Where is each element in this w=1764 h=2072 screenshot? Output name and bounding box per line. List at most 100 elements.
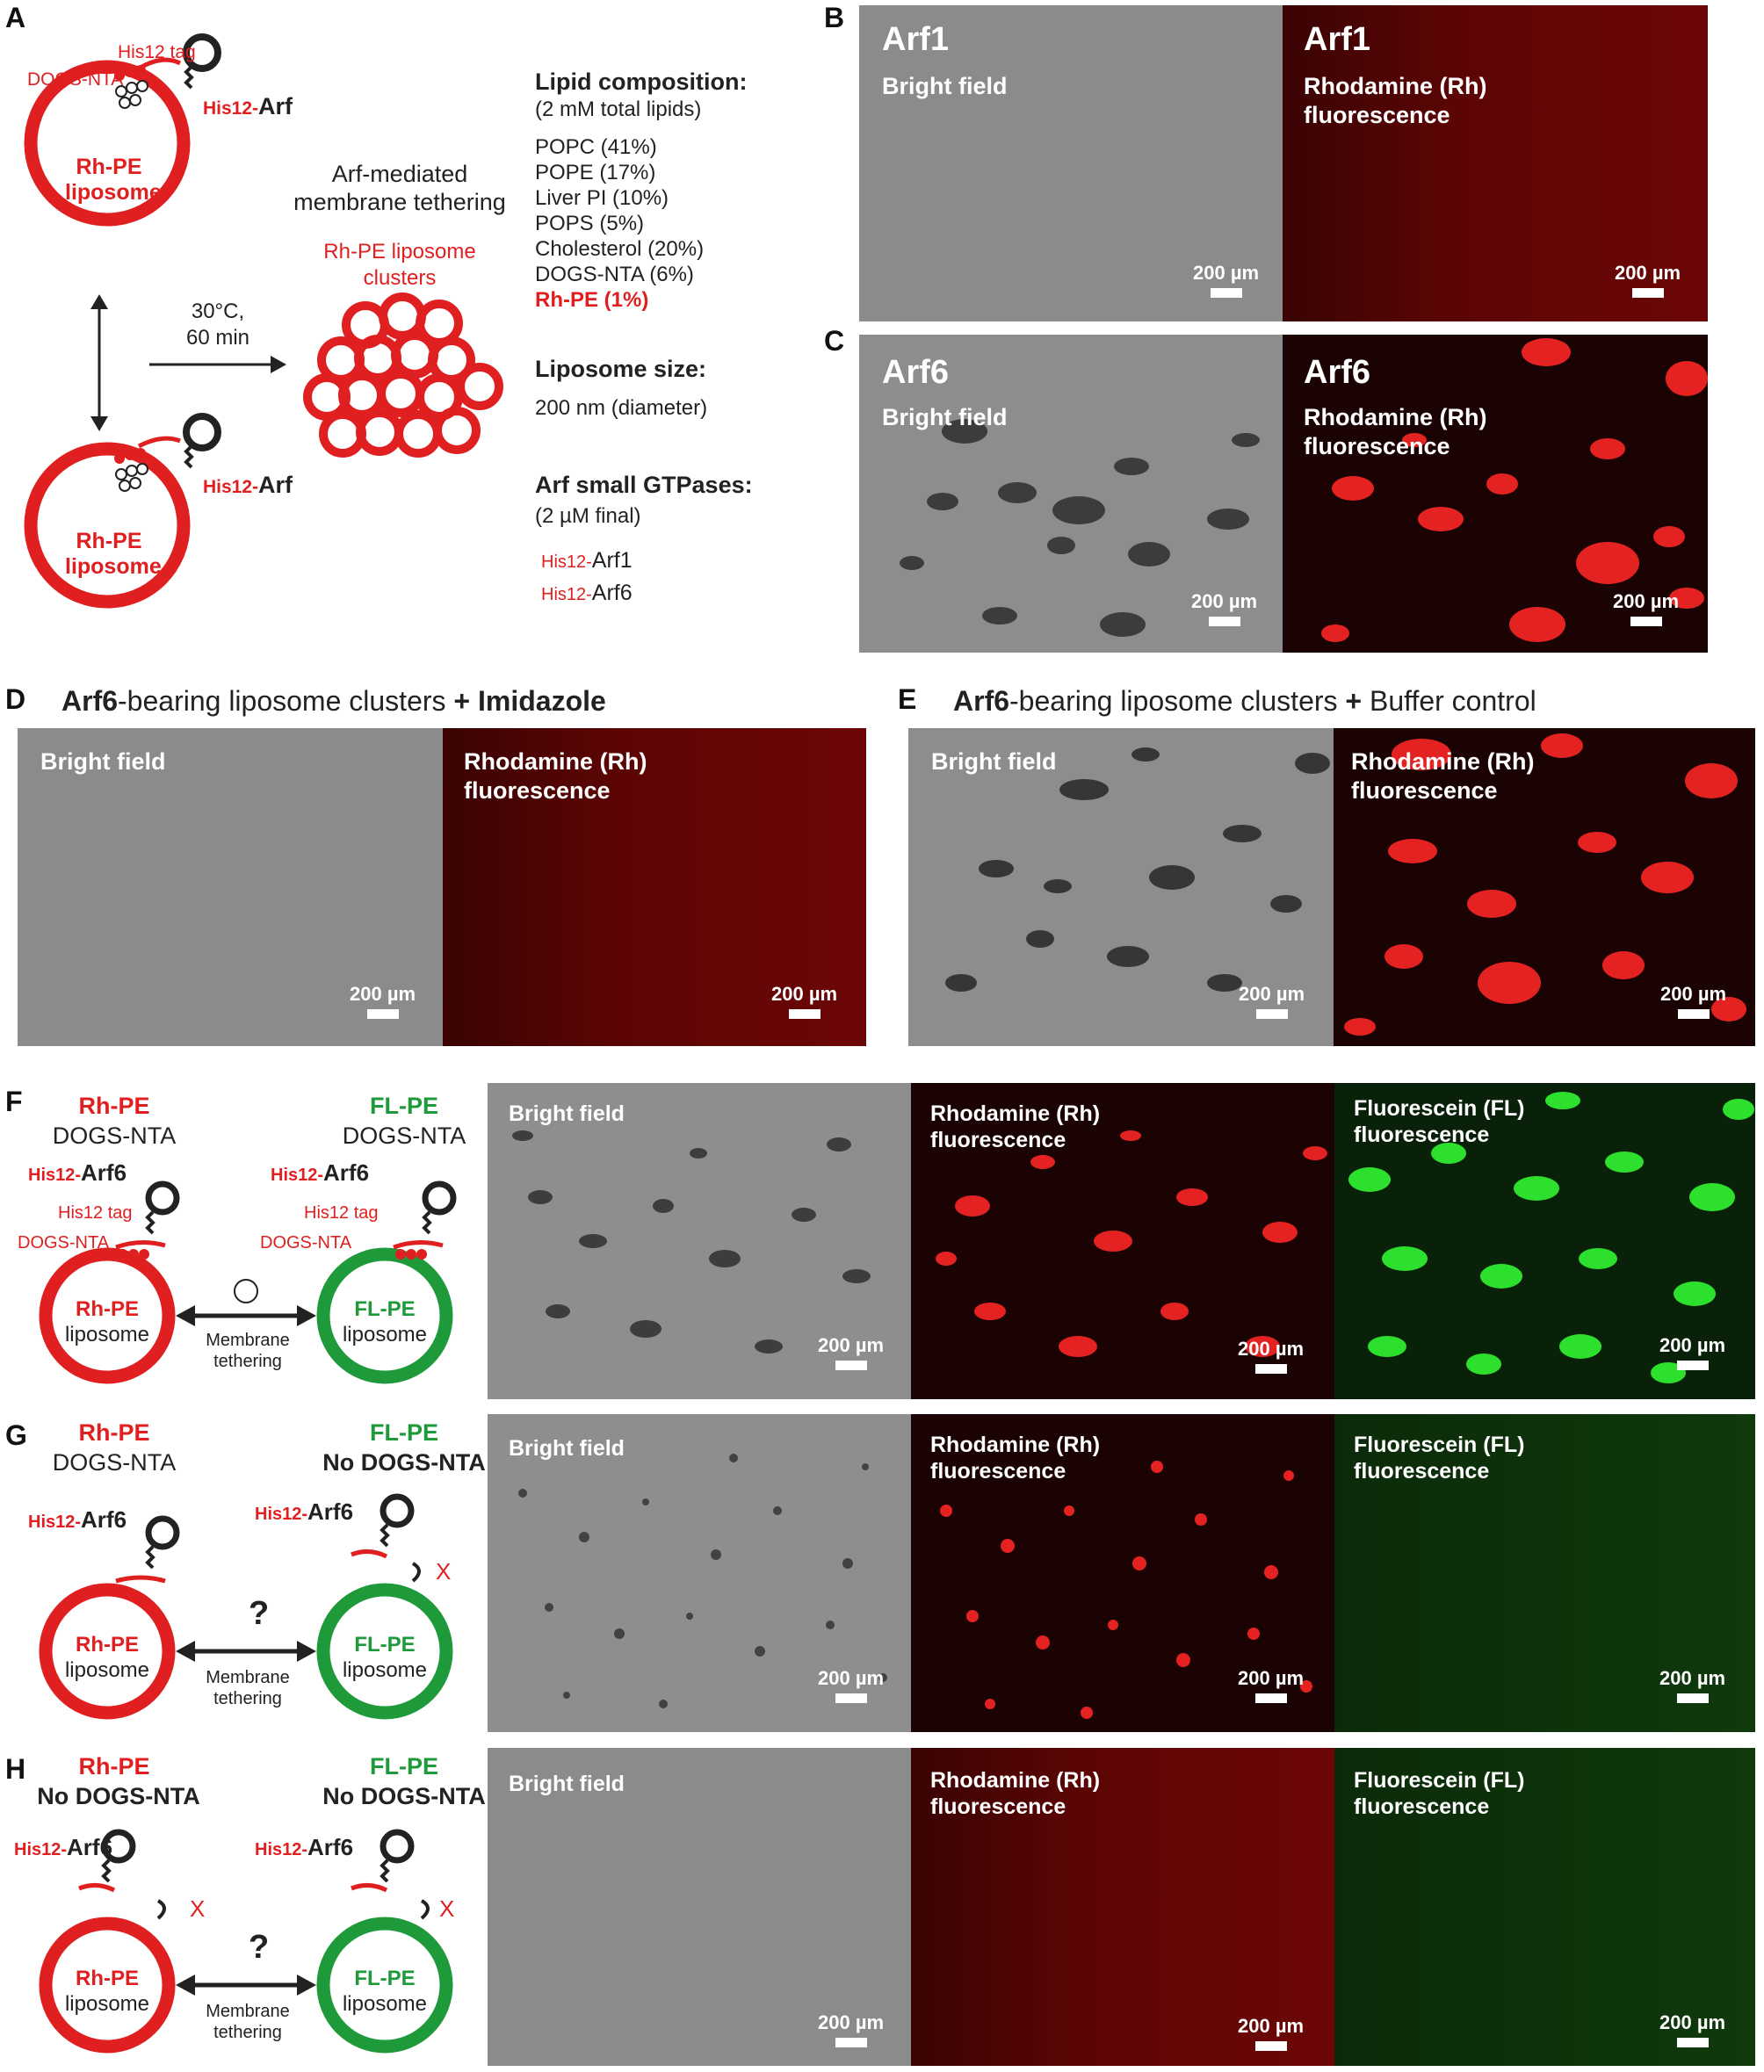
rhodamine-specks: [940, 1461, 1312, 1719]
scale-bar: 200 µm: [1238, 2015, 1304, 2051]
panel-f-brightfield-image: Bright field 200 µm: [488, 1083, 911, 1399]
fluorescein-clusters: [1348, 1092, 1754, 1383]
scale-bar: 200 µm: [1238, 1667, 1304, 1703]
size-value: 200 nm (diameter): [535, 396, 708, 420]
panel-e-right-sub: Rhodamine (Rh) fluorescence: [1351, 748, 1535, 804]
f-left-top2: DOGS-NTA: [52, 1123, 177, 1149]
brightfield-specks: [518, 1454, 887, 1708]
brightfield-clusters: [512, 1130, 871, 1354]
g-left-lipo: Rh-PE liposome: [64, 1633, 150, 1682]
panel-h-fluorescein-image: Fluorescein (FL) fluorescence 200 µm: [1334, 1748, 1755, 2066]
panel-g-fluorescein-image: Fluorescein (FL) fluorescence 200 µm: [1334, 1414, 1755, 1732]
liposome-cluster: [303, 292, 503, 458]
rhodamine-clusters: [1321, 338, 1708, 642]
f-right-top2: DOGS-NTA: [342, 1123, 466, 1149]
panel-f-rhodamine-image: Rhodamine (Rh) fluorescence 200 µm: [911, 1083, 1334, 1399]
gtpase-heading: Arf small GTPases:: [535, 472, 753, 498]
lipid-list: POPC (41%) POPE (17%) Liver PI (10%) POP…: [535, 135, 705, 312]
g-right-top: FL-PE: [370, 1419, 438, 1446]
scale-bar: 200 µm: [1191, 590, 1257, 626]
g-left-top2: DOGS-NTA: [52, 1449, 177, 1476]
f-left-tag: His12 tag: [58, 1203, 133, 1223]
scale-bar: 200 µm: [1660, 983, 1726, 1019]
his12-arf-top-label: His12-Arf: [203, 93, 293, 119]
gtpase-sub: (2 µM final): [535, 504, 641, 528]
scale-bar: 200 µm: [1613, 590, 1679, 626]
h-left-x-mark: X: [190, 1895, 206, 1922]
g-left-top: Rh-PE: [78, 1419, 150, 1446]
scale-bar: 200 µm: [771, 983, 837, 1019]
reaction-arrow: [149, 356, 286, 373]
arf-protein-top: [183, 33, 221, 90]
panel-c-left-title: Arf6: [882, 354, 950, 391]
panel-f-rh-label: Rhodamine (Rh) fluorescence: [930, 1101, 1101, 1152]
panel-g-fl-label: Fluorescein (FL) fluorescence: [1354, 1433, 1525, 1484]
f-left-dogs: DOGS-NTA: [18, 1233, 110, 1253]
panel-f-liposomes: [39, 1180, 457, 1384]
f-left-top: Rh-PE: [78, 1093, 150, 1119]
panel-b-left-sub: Bright field: [882, 73, 1008, 99]
panel-f-bf-label: Bright field: [509, 1101, 625, 1126]
brightfield-clusters: [900, 419, 1260, 637]
g-tethering: Membrane tethering: [206, 1668, 290, 1708]
rhodamine-clusters: [936, 1130, 1327, 1357]
f-right-tag: His12 tag: [304, 1203, 379, 1223]
panel-g-rhodamine-image: Rhodamine (Rh) fluorescence 200 µm: [911, 1414, 1334, 1732]
panel-label-a: A: [5, 2, 26, 33]
panel-h-brightfield-image: Bright field 200 µm: [488, 1748, 911, 2066]
scale-bar: 200 µm: [1193, 262, 1259, 298]
f-left-lipo: Rh-PE liposome: [64, 1297, 150, 1346]
h-right-top: FL-PE: [370, 1753, 438, 1780]
vertical-double-arrow: [90, 294, 108, 431]
panel-f-fluorescein-image: Fluorescein (FL) fluorescence 200 µm: [1334, 1083, 1755, 1399]
panel-label-b: B: [824, 2, 845, 33]
panel-label-d: D: [5, 683, 26, 715]
his12-arf-bottom-label: His12-Arf: [203, 472, 293, 498]
gtpase-arf1: His12-Arf1: [541, 548, 633, 573]
panel-b-rhodamine-image: Arf1 Rhodamine (Rh) fluorescence 200 µm: [1283, 5, 1708, 321]
panel-label-e: E: [898, 683, 917, 715]
scale-bar: 200 µm: [1659, 1334, 1725, 1370]
panel-f-fl-label: Fluorescein (FL) fluorescence: [1354, 1096, 1525, 1147]
gtpase-arf6: His12-Arf6: [541, 581, 633, 605]
panel-e-brightfield-image: Bright field 200 µm: [908, 728, 1334, 1046]
h-tethering: Membrane tethering: [206, 2002, 290, 2042]
h-left-arf: His12-Arf6: [14, 1834, 113, 1860]
size-heading: Liposome size:: [535, 356, 707, 382]
lipid-heading: Lipid composition:: [535, 69, 748, 95]
panel-g-rh-label: Rhodamine (Rh) fluorescence: [930, 1433, 1101, 1484]
scale-bar: 200 µm: [818, 1667, 884, 1703]
panel-g-brightfield-image: Bright field 200 µm: [488, 1414, 911, 1732]
panel-d-rhodamine-image: Rhodamine (Rh) fluorescence 200 µm: [443, 728, 866, 1046]
lipid-sub: (2 mM total lipids): [535, 97, 702, 121]
panel-h-fl-label: Fluorescein (FL) fluorescence: [1354, 1768, 1525, 1819]
panel-h-rhodamine-image: Rhodamine (Rh) fluorescence 200 µm: [911, 1748, 1334, 2066]
cluster-label: Rh-PE liposome clusters: [323, 240, 476, 290]
panel-label-c: C: [824, 325, 845, 357]
panel-b-right-sub: Rhodamine (Rh) fluorescence: [1304, 73, 1487, 128]
h-right-arf: His12-Arf6: [255, 1834, 354, 1860]
panel-e-rhodamine-image: Rhodamine (Rh) fluorescence 200 µm: [1334, 728, 1755, 1046]
panel-label-h: H: [5, 1753, 26, 1785]
panel-h-rh-label: Rhodamine (Rh) fluorescence: [930, 1768, 1101, 1819]
lipid-headgroups-top: [114, 57, 182, 109]
tethering-label: Arf-mediated membrane tethering: [293, 161, 506, 215]
f-tethering: Membrane tethering: [206, 1331, 290, 1371]
panel-e-left-sub: Bright field: [931, 748, 1057, 775]
panel-c-left-sub: Bright field: [882, 404, 1008, 430]
lipid-headgroups-bottom: [114, 436, 181, 492]
scale-bar: 200 µm: [818, 2011, 884, 2047]
g-left-arf: His12-Arf6: [28, 1506, 127, 1533]
dogs-nta-label: DOGS-NTA: [27, 69, 124, 90]
g-question: ?: [249, 1595, 270, 1632]
liposome-bottom-label: Rh-PE liposome: [65, 529, 162, 579]
panel-d-right-sub: Rhodamine (Rh) fluorescence: [464, 748, 647, 804]
h-question: ?: [249, 1929, 270, 1966]
panel-c-rhodamine-image: Arf6 Rhodamine (Rh) fluorescence 200 µm: [1283, 335, 1708, 653]
h-left-lipo: Rh-PE liposome: [64, 1967, 150, 2016]
arf-protein-bottom: [183, 413, 221, 469]
scale-bar: 200 µm: [1659, 2011, 1725, 2047]
f-left-arf: His12-Arf6: [28, 1159, 127, 1186]
f-right-lipo-label: FL-PE liposome: [342, 1297, 428, 1346]
g-right-top2: No DOGS-NTA: [322, 1449, 486, 1476]
